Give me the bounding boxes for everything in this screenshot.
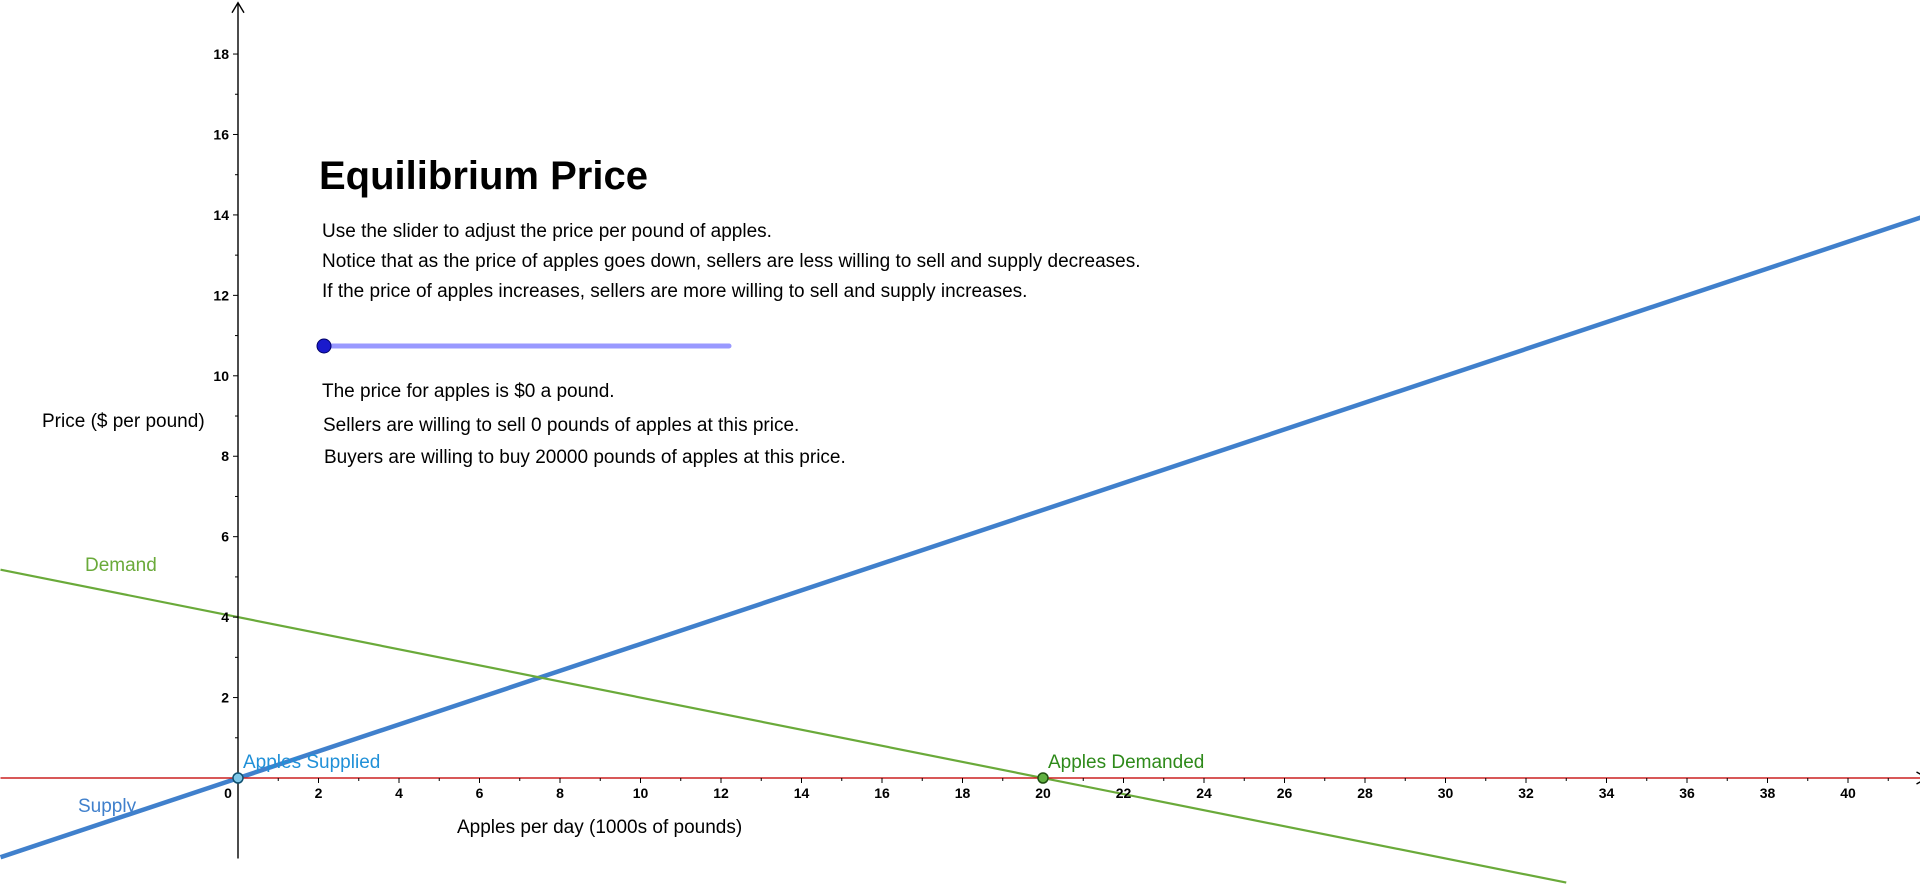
supply-curve-label: Supply xyxy=(78,796,137,817)
x-tick-label: 24 xyxy=(1196,785,1212,801)
x-tick-label: 32 xyxy=(1518,785,1534,801)
x-tick-label: 36 xyxy=(1679,785,1695,801)
x-axis-label: Apples per day (1000s of pounds) xyxy=(457,817,742,838)
supply-line xyxy=(0,215,1920,860)
instruction-line-3: If the price of apples increases, seller… xyxy=(322,281,1028,302)
instruction-line-1: Use the slider to adjust the price per p… xyxy=(322,221,772,242)
x-tick-label: 30 xyxy=(1438,785,1454,801)
y-tick-label: 16 xyxy=(213,126,229,142)
x-tick-label: 16 xyxy=(874,785,890,801)
buyers-status-text: Buyers are willing to buy 20000 pounds o… xyxy=(324,447,846,468)
x-tick-label: 2 xyxy=(315,785,323,801)
x-tick-label: 4 xyxy=(395,785,403,801)
x-tick-label: 8 xyxy=(556,785,564,801)
x-tick-label: 28 xyxy=(1357,785,1373,801)
slider-handle[interactable] xyxy=(316,338,332,354)
y-tick-label: 18 xyxy=(213,46,229,62)
y-tick-label: 10 xyxy=(213,368,229,384)
apples-demanded-point[interactable] xyxy=(1037,772,1049,784)
y-axis-arrow xyxy=(231,1,245,14)
instruction-line-2: Notice that as the price of apples goes … xyxy=(322,251,1141,272)
x-tick-label: 20 xyxy=(1035,785,1051,801)
demand-line xyxy=(0,568,1567,884)
price-slider[interactable] xyxy=(316,338,732,354)
y-tick-label: 12 xyxy=(213,287,229,303)
x-tick-label: 26 xyxy=(1277,785,1293,801)
x-tick-label: 34 xyxy=(1599,785,1615,801)
apples-supplied-point[interactable] xyxy=(232,772,244,784)
sellers-status-text: Sellers are willing to sell 0 pounds of … xyxy=(323,415,800,436)
apples-demanded-label: Apples Demanded xyxy=(1048,752,1204,773)
demand-curve-label: Demand xyxy=(85,555,157,576)
x-tick-label: 12 xyxy=(713,785,729,801)
x-tick-label: 10 xyxy=(633,785,649,801)
apples-supplied-label: Apples Supplied xyxy=(243,752,380,773)
page-title: Equilibrium Price xyxy=(319,154,648,198)
x-tick-label: 38 xyxy=(1760,785,1776,801)
x-tick-label: 6 xyxy=(476,785,484,801)
x-tick-label: 18 xyxy=(955,785,971,801)
y-axis-label: Price ($ per pound) xyxy=(42,411,205,432)
x-tick-label: 22 xyxy=(1116,785,1132,801)
x-tick-label: 40 xyxy=(1840,785,1856,801)
y-tick-label: 2 xyxy=(221,690,229,706)
x-tick-label: 0 xyxy=(224,785,232,801)
y-tick-label: 4 xyxy=(221,609,229,625)
y-tick-label: 14 xyxy=(213,207,229,223)
price-status-text: The price for apples is $0 a pound. xyxy=(322,381,615,402)
y-tick-label: 8 xyxy=(221,448,229,464)
x-tick-label: 14 xyxy=(794,785,810,801)
y-tick-label: 6 xyxy=(221,529,229,545)
